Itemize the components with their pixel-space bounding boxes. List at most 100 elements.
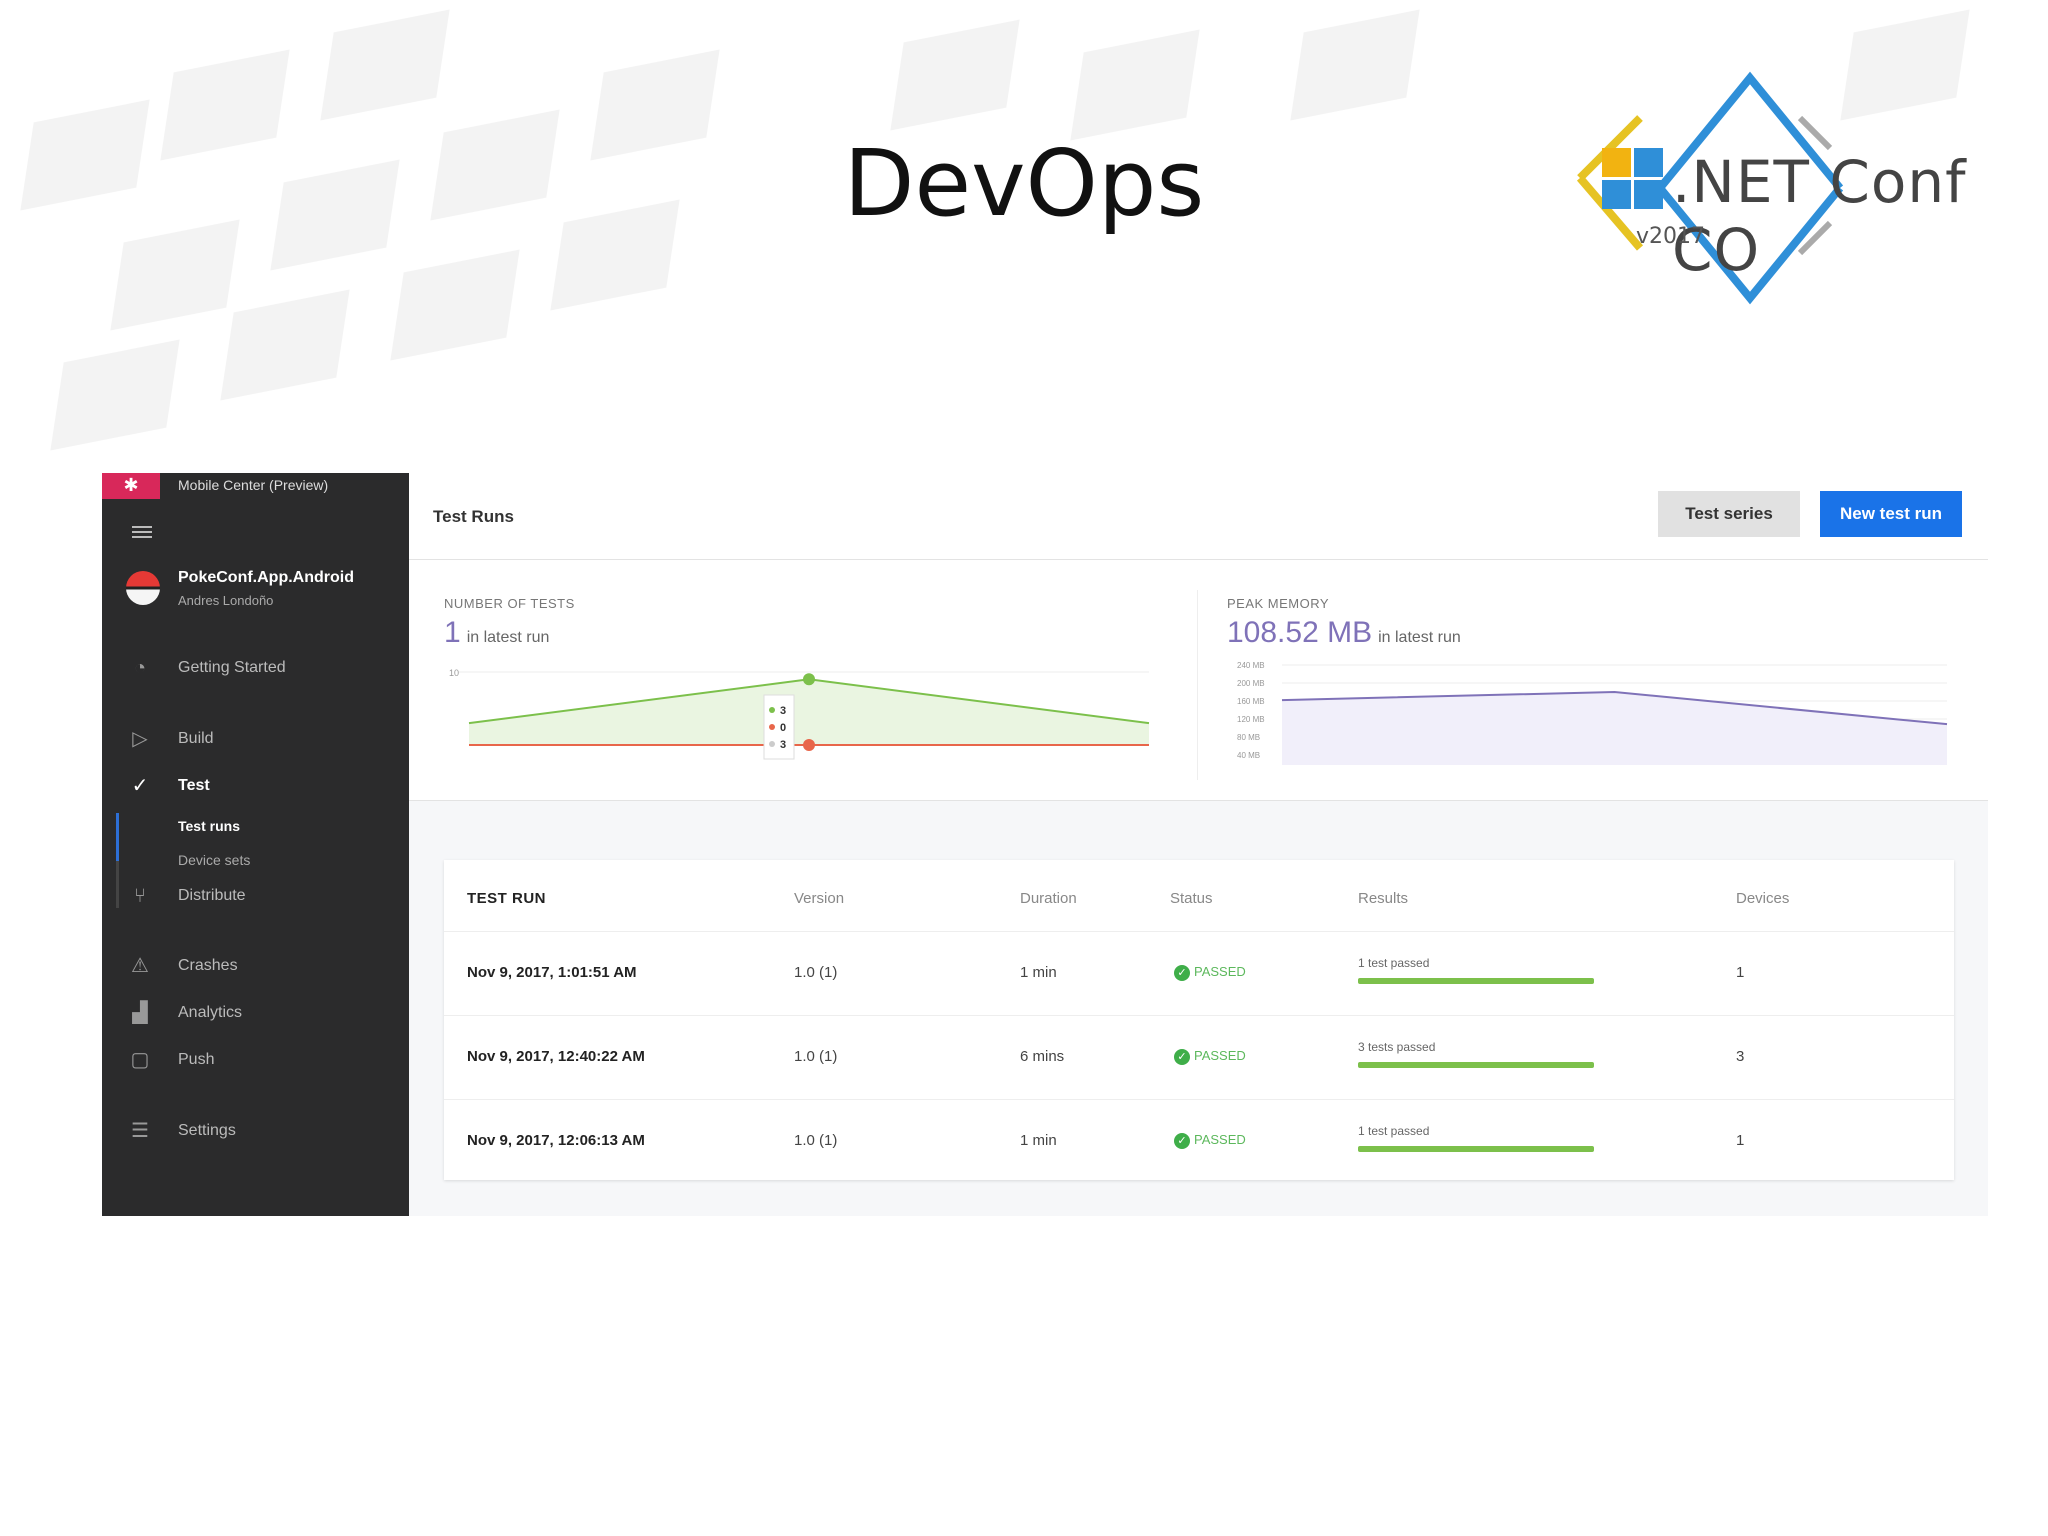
sidebar-item-test[interactable]: ✓ Test xyxy=(102,771,409,801)
tests-value: 1 xyxy=(444,616,461,649)
y-tick-label: 80 MB xyxy=(1237,733,1260,742)
sidebar: ✱ Mobile Center (Preview) PokeConf.App.A… xyxy=(102,473,409,1216)
column-header-devices[interactable]: Devices xyxy=(1736,890,1790,907)
y-tick-label: 200 MB xyxy=(1237,679,1265,688)
sidebar-item-label: Crashes xyxy=(178,957,238,974)
sidebar-item-label: Test xyxy=(178,777,210,794)
run-duration: 1 min xyxy=(1020,964,1057,981)
brand-text: Mobile Center (Preview) xyxy=(178,477,329,493)
test-series-button[interactable]: Test series xyxy=(1658,491,1800,537)
sliders-icon: ☰ xyxy=(131,1120,149,1142)
windows-icon xyxy=(1602,148,1664,210)
check-icon: ✓ xyxy=(1174,1132,1190,1149)
results-progress-bar xyxy=(1358,1146,1594,1152)
column-header-version[interactable]: Version xyxy=(794,890,845,907)
chart-divider xyxy=(1197,590,1198,780)
status-badge: ✓ PASSED xyxy=(1174,1048,1246,1065)
sidebar-item-label: Push xyxy=(178,1051,215,1068)
speedometer-icon: ◔ xyxy=(133,657,147,679)
warning-icon: ⚠ xyxy=(131,955,149,977)
sidebar-item-label: Distribute xyxy=(178,887,246,904)
passed-point xyxy=(803,673,815,686)
run-version: 1.0 (1) xyxy=(794,964,838,981)
sidebar-item-distribute[interactable]: ⑂ Distribute xyxy=(102,881,409,911)
mobile-center-logo-icon[interactable]: ✱ xyxy=(102,473,160,499)
y-tick-label: 120 MB xyxy=(1237,715,1265,724)
header-bar: Test Runs Test series New test run xyxy=(409,473,1988,560)
table-row[interactable]: Nov 9, 2017, 12:06:13 AM 1.0 (1) 1 min ✓… xyxy=(444,1099,1954,1184)
tests-chart-box: NUMBER OF TESTS 1 in latest run 10 3 0 3 xyxy=(409,560,1197,800)
sidebar-item-push[interactable]: ▢ Push xyxy=(102,1045,409,1075)
tests-chart[interactable]: 10 3 0 3 xyxy=(449,660,1179,780)
results-text: 3 tests passed xyxy=(1358,1040,1436,1054)
sidebar-item-settings[interactable]: ☰ Settings xyxy=(102,1116,409,1146)
sidebar-item-build[interactable]: ▷ Build xyxy=(102,724,409,754)
sidebar-item-crashes[interactable]: ⚠ Crashes xyxy=(102,951,409,981)
status-badge: ✓ PASSED xyxy=(1174,964,1246,981)
new-test-run-button[interactable]: New test run xyxy=(1820,491,1962,537)
main-content: Test Runs Test series New test run NUMBE… xyxy=(409,473,1988,1216)
subnav-active-indicator xyxy=(116,813,119,861)
memory-chart-value: 108.52 MB in latest run xyxy=(1227,616,1461,650)
results-progress-bar xyxy=(1358,978,1594,984)
brand-row: ✱ Mobile Center (Preview) xyxy=(102,473,409,499)
slide-title: DevOps xyxy=(843,130,1205,237)
run-duration: 1 min xyxy=(1020,1132,1057,1149)
column-header-results[interactable]: Results xyxy=(1358,890,1409,907)
bar-chart-icon: ▟ xyxy=(132,1002,148,1024)
failed-point xyxy=(803,739,815,751)
menu-icon[interactable] xyxy=(132,523,152,541)
check-circle-icon: ✓ xyxy=(131,775,149,797)
check-icon: ✓ xyxy=(1174,964,1190,981)
column-header-status[interactable]: Status xyxy=(1170,890,1213,907)
results-text: 1 test passed xyxy=(1358,1124,1430,1138)
y-tick-label: 240 MB xyxy=(1237,661,1265,670)
status-text: PASSED xyxy=(1194,964,1246,979)
run-version: 1.0 (1) xyxy=(794,1132,838,1149)
table-row[interactable]: Nov 9, 2017, 12:40:22 AM 1.0 (1) 6 mins … xyxy=(444,1015,1954,1100)
run-date: Nov 9, 2017, 1:01:51 AM xyxy=(467,964,637,981)
tooltip-value: 3 xyxy=(780,739,786,751)
sidebar-item-label: Build xyxy=(178,730,214,747)
sidebar-item-label: Getting Started xyxy=(178,659,286,676)
play-icon: ▷ xyxy=(132,728,148,750)
sidebar-subitem-device-sets[interactable]: Device sets xyxy=(178,852,251,868)
sidebar-subitem-test-runs[interactable]: Test runs xyxy=(178,818,240,834)
y-tick-label: 160 MB xyxy=(1237,697,1265,706)
logo-brand: .NET Conf CO xyxy=(1672,148,1967,284)
push-icon: ▢ xyxy=(130,1049,150,1071)
tests-chart-label: NUMBER OF TESTS xyxy=(444,596,575,611)
memory-series-line xyxy=(1281,690,1948,726)
sidebar-item-getting-started[interactable]: ◔ Getting Started xyxy=(102,653,409,683)
chart-tooltip: 3 0 3 xyxy=(763,694,795,760)
run-devices: 1 xyxy=(1736,964,1745,981)
tooltip-value: 3 xyxy=(780,705,786,717)
run-date: Nov 9, 2017, 12:40:22 AM xyxy=(467,1048,645,1065)
page-title: Test Runs xyxy=(433,507,514,526)
tests-chart-value: 1 in latest run xyxy=(444,616,549,650)
results-text: 1 test passed xyxy=(1358,956,1430,970)
tooltip-value: 0 xyxy=(780,722,786,734)
app-avatar[interactable] xyxy=(126,571,160,605)
check-icon: ✓ xyxy=(1174,1048,1190,1065)
sidebar-item-label: Analytics xyxy=(178,1004,243,1021)
column-header-duration[interactable]: Duration xyxy=(1020,890,1077,907)
table-row[interactable]: Nov 9, 2017, 1:01:51 AM 1.0 (1) 1 min ✓ P… xyxy=(444,931,1954,1016)
app-owner: Andres Londoño xyxy=(178,593,274,608)
tests-suffix: in latest run xyxy=(466,629,550,646)
run-duration: 6 mins xyxy=(1020,1048,1065,1065)
memory-suffix: in latest run xyxy=(1378,629,1461,646)
y-tick-label: 10 xyxy=(449,668,459,678)
memory-value: 108.52 MB xyxy=(1227,616,1373,649)
sidebar-item-analytics[interactable]: ▟ Analytics xyxy=(102,998,409,1028)
status-badge: ✓ PASSED xyxy=(1174,1132,1246,1149)
memory-chart[interactable]: 240 MB 200 MB 160 MB 120 MB 80 MB 40 MB xyxy=(1227,660,1967,780)
test-runs-table: TEST RUN Version Duration Status Results… xyxy=(444,860,1954,1180)
y-tick-label: 40 MB xyxy=(1237,751,1260,760)
sidebar-item-label: Settings xyxy=(178,1122,236,1139)
app-name[interactable]: PokeConf.App.Android xyxy=(178,569,354,586)
mobile-center-window: ✱ Mobile Center (Preview) PokeConf.App.A… xyxy=(102,473,1988,1216)
column-header-test-run[interactable]: TEST RUN xyxy=(467,890,546,907)
passed-area xyxy=(469,679,1149,745)
memory-chart-box: PEAK MEMORY 108.52 MB in latest run 240 M… xyxy=(1227,560,1987,800)
